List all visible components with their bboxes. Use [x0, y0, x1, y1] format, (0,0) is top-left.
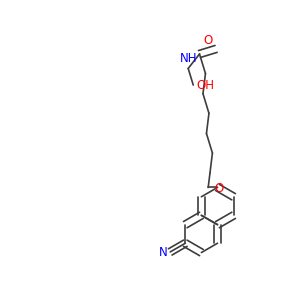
- Text: O: O: [215, 182, 224, 195]
- Text: O: O: [203, 34, 212, 47]
- Text: N: N: [158, 246, 167, 259]
- Text: OH: OH: [197, 79, 215, 92]
- Text: NH: NH: [180, 52, 197, 65]
